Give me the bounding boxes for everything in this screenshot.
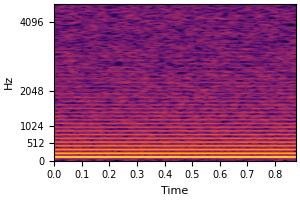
Y-axis label: Hz: Hz bbox=[4, 75, 14, 89]
X-axis label: Time: Time bbox=[161, 186, 189, 196]
